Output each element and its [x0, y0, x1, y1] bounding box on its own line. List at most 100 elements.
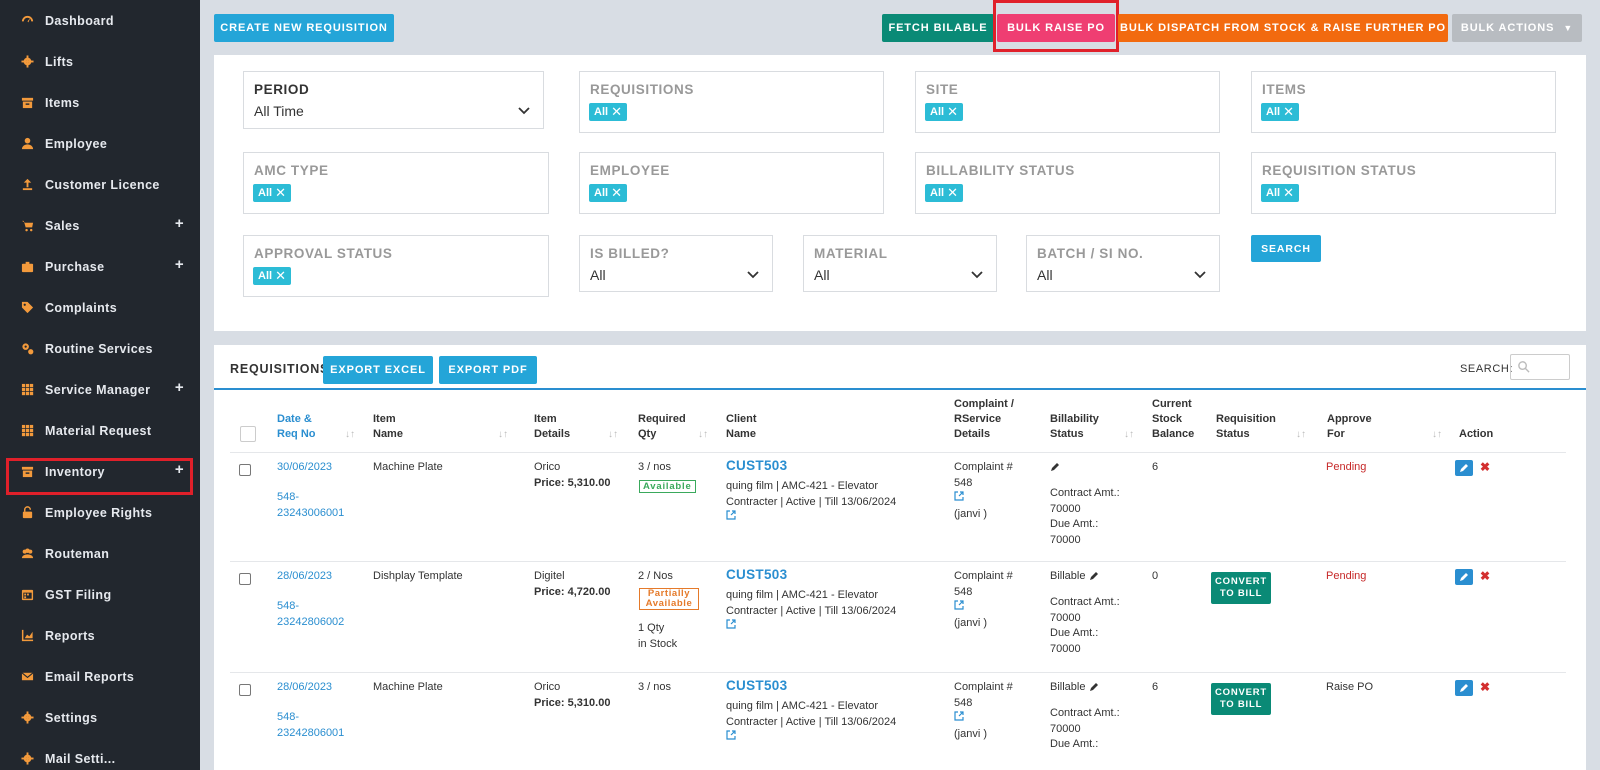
pencil-icon[interactable]	[1089, 682, 1099, 692]
close-icon[interactable]: ✕	[947, 104, 958, 119]
sidebar-item-reports[interactable]: Reports	[0, 615, 200, 656]
close-icon[interactable]: ✕	[611, 104, 622, 119]
row-date[interactable]: 28/06/2023	[277, 681, 333, 693]
row-req-no[interactable]: 548- 23242806002	[277, 600, 345, 628]
edit-button[interactable]	[1455, 680, 1473, 696]
row-checkbox[interactable]	[239, 573, 251, 585]
edit-button[interactable]	[1455, 569, 1473, 585]
employee-filter[interactable]: EMPLOYEE All ✕	[579, 152, 884, 214]
header-approve-for[interactable]: Approve For	[1327, 413, 1372, 440]
row-req-no[interactable]: 548- 23242806001	[277, 711, 345, 739]
expand-plus-icon[interactable]: +	[174, 215, 184, 232]
sidebar-item-items[interactable]: Items	[0, 82, 200, 123]
delete-icon[interactable]: ✖	[1480, 569, 1491, 583]
delete-icon[interactable]: ✖	[1480, 680, 1491, 694]
sort-icon[interactable]: ↓↑	[498, 429, 508, 440]
sidebar-item-employee[interactable]: Employee	[0, 123, 200, 164]
row-client-code[interactable]: CUST503	[726, 458, 788, 473]
row-req-no[interactable]: 548- 23243006001	[277, 491, 345, 519]
billability-filter[interactable]: BILLABILITY STATUS All ✕	[915, 152, 1220, 214]
bulk-raise-po-button[interactable]: BULK RAISE PO	[997, 14, 1115, 42]
header-stock-balance[interactable]: Current Stock Balance	[1152, 398, 1195, 440]
sort-icon[interactable]: ↓↑	[698, 429, 708, 440]
expand-plus-icon[interactable]: +	[174, 256, 184, 273]
table-search-input[interactable]	[1510, 354, 1570, 380]
external-link-icon[interactable]	[954, 600, 964, 610]
sort-icon[interactable]: ↓↑	[1296, 429, 1306, 440]
approval-tag[interactable]: All ✕	[253, 267, 291, 285]
period-select[interactable]: PERIOD All Time	[243, 71, 544, 129]
sidebar-item-lifts[interactable]: Lifts	[0, 41, 200, 82]
site-tag[interactable]: All ✕	[925, 103, 963, 121]
sidebar-item-sales[interactable]: Sales +	[0, 205, 200, 246]
row-client-code[interactable]: CUST503	[726, 678, 788, 693]
create-requisition-button[interactable]: CREATE NEW REQUISITION	[214, 14, 394, 42]
close-icon[interactable]: ✕	[611, 185, 622, 200]
external-link-icon[interactable]	[726, 730, 736, 740]
approval-filter[interactable]: APPROVAL STATUS All ✕	[243, 235, 549, 297]
close-icon[interactable]: ✕	[1283, 104, 1294, 119]
expand-plus-icon[interactable]: +	[174, 379, 184, 396]
sidebar-item-mail-setti[interactable]: Mail Setti...	[0, 738, 200, 770]
close-icon[interactable]: ✕	[275, 268, 286, 283]
row-date[interactable]: 30/06/2023	[277, 461, 333, 473]
convert-to-bill-button[interactable]: CONVERT TO BILL	[1211, 572, 1271, 604]
material-select[interactable]: MATERIAL All	[803, 235, 997, 292]
sidebar-item-email-reports[interactable]: Email Reports	[0, 656, 200, 697]
items-filter[interactable]: ITEMS All ✕	[1251, 71, 1556, 133]
header-required-qty[interactable]: Required Qty	[638, 413, 686, 440]
sidebar-item-service-manager[interactable]: Service Manager +	[0, 369, 200, 410]
sort-icon[interactable]: ↓↑	[1124, 429, 1134, 440]
sidebar-item-purchase[interactable]: Purchase +	[0, 246, 200, 287]
billability-tag[interactable]: All ✕	[925, 184, 963, 202]
header-client-name[interactable]: Client Name	[726, 413, 757, 440]
external-link-icon[interactable]	[726, 619, 736, 629]
sidebar-item-material-request[interactable]: Material Request	[0, 410, 200, 451]
external-link-icon[interactable]	[954, 711, 964, 721]
amc-type-filter[interactable]: AMC TYPE All ✕	[243, 152, 549, 214]
sidebar-item-customer-licence[interactable]: Customer Licence	[0, 164, 200, 205]
header-item-name[interactable]: Item Name	[373, 413, 403, 440]
select-all-checkbox[interactable]	[240, 426, 256, 442]
pencil-icon[interactable]	[1050, 462, 1060, 472]
header-req-status[interactable]: Requisition Status	[1216, 413, 1276, 440]
batch-select[interactable]: BATCH / SI NO. All	[1026, 235, 1220, 292]
bulk-actions-dropdown[interactable]: BULK ACTIONS ▼	[1452, 14, 1582, 42]
sort-icon[interactable]: ↓↑	[608, 429, 618, 440]
requisitions-tag[interactable]: All ✕	[589, 103, 627, 121]
sidebar-item-gst-filing[interactable]: GST Filing	[0, 574, 200, 615]
close-icon[interactable]: ✕	[275, 185, 286, 200]
sidebar-item-inventory[interactable]: Inventory +	[0, 451, 200, 492]
convert-to-bill-button[interactable]: CONVERT TO BILL	[1211, 683, 1271, 715]
sort-icon[interactable]: ↓↑	[345, 429, 355, 440]
sort-icon[interactable]: ↓↑	[1432, 429, 1442, 440]
items-tag[interactable]: All ✕	[1261, 103, 1299, 121]
site-filter[interactable]: SITE All ✕	[915, 71, 1220, 133]
search-button[interactable]: SEARCH	[1251, 235, 1321, 262]
sidebar-item-settings[interactable]: Settings	[0, 697, 200, 738]
row-checkbox[interactable]	[239, 464, 251, 476]
row-client-code[interactable]: CUST503	[726, 567, 788, 582]
header-date[interactable]: Date & Req No	[277, 413, 316, 440]
pencil-icon[interactable]	[1089, 571, 1099, 581]
external-link-icon[interactable]	[726, 510, 736, 520]
export-excel-button[interactable]: EXPORT EXCEL	[323, 356, 433, 384]
expand-plus-icon[interactable]: +	[174, 461, 184, 478]
req-status-filter[interactable]: REQUISITION STATUS All ✕	[1251, 152, 1556, 214]
amc-type-tag[interactable]: All ✕	[253, 184, 291, 202]
header-billability[interactable]: Billability Status	[1050, 413, 1099, 440]
bulk-dispatch-button[interactable]: BULK DISPATCH FROM STOCK & RAISE FURTHER…	[1118, 14, 1448, 42]
header-item-details[interactable]: Item Details	[534, 413, 571, 440]
sidebar-item-routeman[interactable]: Routeman	[0, 533, 200, 574]
sidebar-item-employee-rights[interactable]: Employee Rights	[0, 492, 200, 533]
sidebar-item-complaints[interactable]: Complaints	[0, 287, 200, 328]
row-date[interactable]: 28/06/2023	[277, 570, 333, 582]
close-icon[interactable]: ✕	[947, 185, 958, 200]
close-icon[interactable]: ✕	[1283, 185, 1294, 200]
external-link-icon[interactable]	[954, 491, 964, 501]
header-complaint[interactable]: Complaint / RService Details	[954, 398, 1014, 440]
export-pdf-button[interactable]: EXPORT PDF	[439, 356, 537, 384]
fetch-billable-button[interactable]: FETCH BILABLE	[882, 14, 994, 42]
req-status-tag[interactable]: All ✕	[1261, 184, 1299, 202]
sidebar-item-routine-services[interactable]: Routine Services	[0, 328, 200, 369]
